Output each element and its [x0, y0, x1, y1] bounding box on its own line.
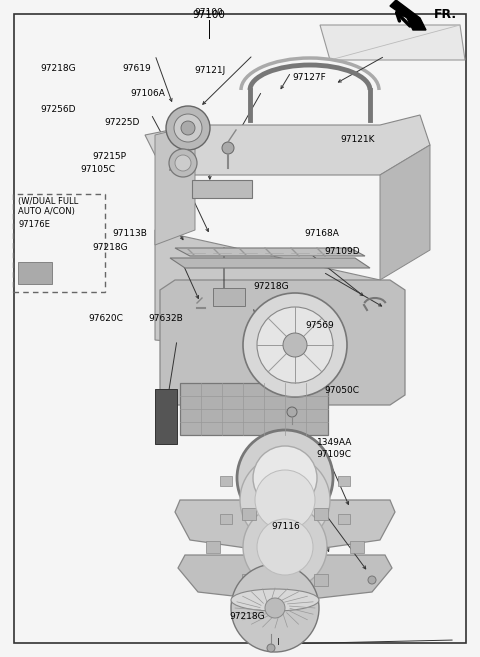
- Bar: [350, 541, 364, 553]
- Text: 97218G: 97218G: [41, 64, 76, 73]
- Text: 97218G: 97218G: [229, 612, 265, 621]
- Circle shape: [265, 598, 285, 618]
- Ellipse shape: [231, 589, 319, 611]
- Circle shape: [169, 149, 197, 177]
- Text: 97100: 97100: [194, 8, 223, 17]
- Circle shape: [287, 407, 297, 417]
- Polygon shape: [178, 555, 392, 600]
- Circle shape: [174, 114, 202, 142]
- Text: (W/DUAL FULL: (W/DUAL FULL: [18, 197, 79, 206]
- Circle shape: [166, 106, 210, 150]
- Circle shape: [257, 307, 333, 383]
- Text: 97176E: 97176E: [18, 220, 50, 229]
- Bar: [338, 514, 350, 524]
- Circle shape: [240, 455, 330, 545]
- Bar: [314, 508, 328, 520]
- Circle shape: [257, 519, 313, 575]
- Text: AUTO A/CON): AUTO A/CON): [18, 207, 75, 216]
- Text: 97632B: 97632B: [149, 314, 183, 323]
- Bar: [192, 180, 252, 198]
- Circle shape: [253, 446, 317, 510]
- Polygon shape: [155, 125, 195, 245]
- Polygon shape: [145, 115, 430, 175]
- Text: 1349AA: 1349AA: [317, 438, 352, 447]
- Text: 97168A: 97168A: [305, 229, 340, 238]
- Polygon shape: [380, 145, 430, 280]
- Text: 97121K: 97121K: [341, 135, 375, 144]
- Text: 97121J: 97121J: [194, 66, 226, 75]
- Text: 97225D: 97225D: [105, 118, 140, 127]
- Text: 97127F: 97127F: [293, 73, 326, 82]
- Polygon shape: [175, 500, 395, 550]
- Polygon shape: [155, 230, 380, 360]
- Text: 97113B: 97113B: [113, 229, 148, 238]
- Circle shape: [368, 576, 376, 584]
- Circle shape: [243, 505, 327, 589]
- Circle shape: [222, 142, 234, 154]
- Text: 97619: 97619: [122, 64, 151, 73]
- Bar: [18, 262, 52, 284]
- Polygon shape: [175, 248, 365, 256]
- Text: 97050C: 97050C: [324, 386, 359, 396]
- Text: 97620C: 97620C: [89, 314, 124, 323]
- Polygon shape: [390, 0, 426, 30]
- Circle shape: [243, 293, 347, 397]
- Bar: [155, 389, 177, 444]
- Bar: [206, 541, 220, 553]
- Bar: [314, 574, 328, 586]
- Text: 97109D: 97109D: [324, 247, 360, 256]
- Circle shape: [237, 430, 333, 526]
- Text: 97569: 97569: [305, 321, 334, 330]
- Text: FR.: FR.: [434, 7, 457, 20]
- Polygon shape: [170, 258, 370, 268]
- Polygon shape: [160, 280, 405, 405]
- Circle shape: [255, 470, 315, 530]
- Circle shape: [267, 644, 275, 652]
- Text: 97218G: 97218G: [92, 243, 128, 252]
- Text: 97109C: 97109C: [317, 450, 352, 459]
- Text: 97218G: 97218G: [253, 282, 289, 291]
- Text: 97256D: 97256D: [41, 105, 76, 114]
- Circle shape: [175, 155, 191, 171]
- Bar: [279, 533, 291, 543]
- Text: 97116: 97116: [271, 522, 300, 532]
- Bar: [220, 514, 232, 524]
- Bar: [338, 476, 350, 486]
- Circle shape: [231, 564, 319, 652]
- Bar: [13, 194, 105, 292]
- Text: 97100: 97100: [192, 10, 225, 20]
- Bar: [242, 508, 256, 520]
- Bar: [279, 457, 291, 467]
- Bar: [242, 574, 256, 586]
- Text: 97106A: 97106A: [131, 89, 166, 99]
- Circle shape: [283, 333, 307, 357]
- Circle shape: [181, 121, 195, 135]
- Bar: [213, 288, 245, 306]
- Text: 97215P: 97215P: [92, 152, 126, 161]
- Polygon shape: [320, 25, 465, 60]
- Text: 97105C: 97105C: [81, 165, 116, 174]
- Bar: [220, 476, 232, 486]
- Bar: [180, 383, 328, 435]
